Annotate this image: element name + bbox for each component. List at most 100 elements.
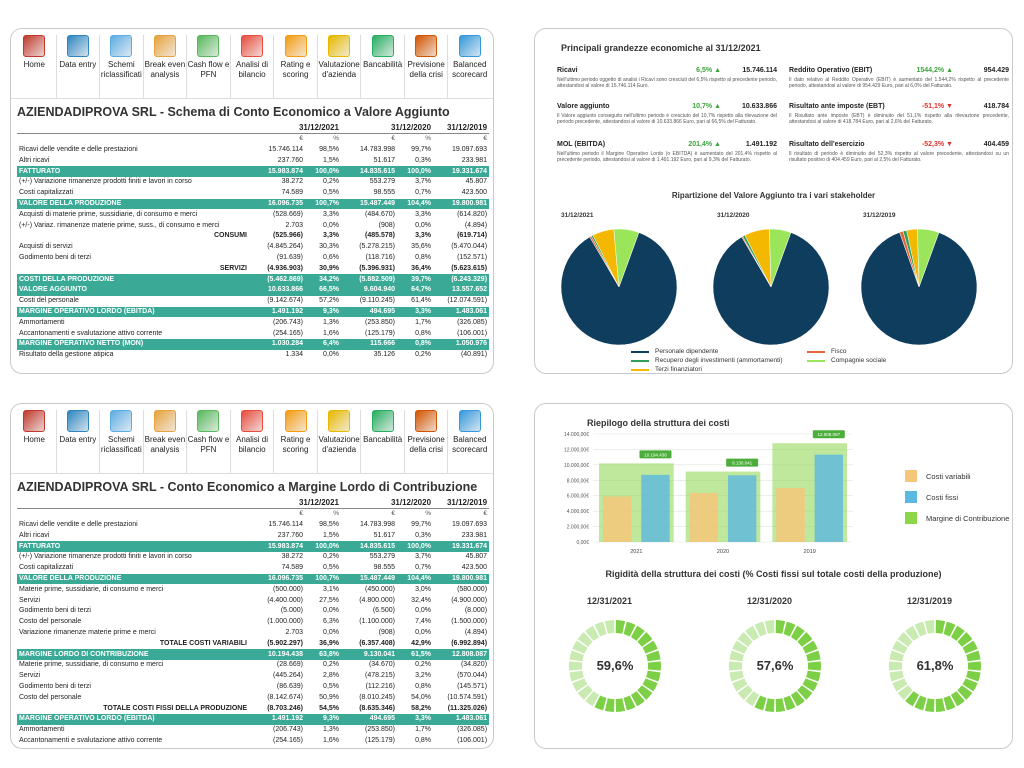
pie-slice-0 bbox=[860, 232, 978, 346]
donut-segment bbox=[646, 650, 661, 662]
header-blank bbox=[17, 123, 249, 135]
unit-label: € bbox=[299, 135, 303, 143]
table-row: MARGINE OPERATIVO LORDO (EBITDA) 1.491.19… bbox=[17, 713, 490, 725]
toolbar-button-rating[interactable]: Rating e scoring bbox=[274, 410, 318, 473]
cell-value: 1.334 bbox=[285, 351, 303, 359]
toolbar-button-data-entry[interactable]: Data entry bbox=[57, 410, 101, 473]
cell-value: 99,7% bbox=[411, 520, 432, 528]
cashflow-icon bbox=[197, 410, 220, 432]
cell-value: 1,6% bbox=[323, 329, 340, 337]
cell-value: 34,2% bbox=[305, 274, 342, 285]
cell-value: (125.179) bbox=[365, 736, 396, 744]
value-label-box bbox=[639, 450, 672, 459]
data-entry-icon bbox=[66, 35, 89, 57]
table-row: Acquisti di materie prime, sussidiarie, … bbox=[17, 209, 489, 220]
value-added-pies bbox=[560, 228, 978, 346]
cell-value: 15.983.874 bbox=[249, 166, 305, 177]
bar-costi-variabili bbox=[689, 492, 719, 542]
toolbar-button-cashflow[interactable]: Cash flow e PFN bbox=[187, 410, 231, 473]
donut-segment bbox=[732, 678, 748, 692]
toolbar-button-forecast[interactable]: Previsione della crisi bbox=[405, 35, 449, 98]
toolbar-button-analysis[interactable]: Analisi di bilancio bbox=[231, 35, 275, 98]
schemes-icon bbox=[110, 410, 133, 432]
pie-label-2020: 31/12/2020 bbox=[717, 212, 750, 219]
toolbar-button-scale[interactable]: Break even analysis bbox=[144, 410, 188, 473]
cell-value: 0,2% bbox=[323, 553, 340, 561]
table-row: (+/-) Variazione rimanenze prodotti fini… bbox=[17, 177, 489, 188]
cell-value: (9.110.245) bbox=[359, 297, 396, 305]
toolbar-button-data-entry[interactable]: Data entry bbox=[57, 35, 101, 98]
kpi-value: 404.459 bbox=[983, 141, 1009, 148]
cell-value: 13.557.652 bbox=[433, 284, 490, 296]
donut-segment bbox=[630, 691, 645, 707]
pie-legend-item: Personale dipendente bbox=[631, 348, 718, 355]
row-label: (+/-) Variazione rimanenze prodotti fini… bbox=[19, 178, 192, 186]
toolbar-button-rating[interactable]: Rating e scoring bbox=[274, 35, 318, 98]
cell-value: (4.936.903) bbox=[267, 264, 303, 272]
donut-segment bbox=[897, 685, 913, 700]
cell-value: 14.783.998 bbox=[359, 520, 396, 528]
cell-value: 3,3% bbox=[323, 232, 340, 240]
cell-value: (206.743) bbox=[273, 318, 303, 326]
kpi-title: Principali grandezze economiche al 31/12… bbox=[561, 43, 761, 53]
cell-value: 494.695 bbox=[341, 306, 398, 318]
home-icon bbox=[23, 410, 46, 432]
toolbar-button-valuation[interactable]: Valutazione d'azienda bbox=[318, 410, 362, 473]
kpi-change: 201,4% ▲ bbox=[688, 141, 721, 148]
donut-segment bbox=[962, 678, 978, 692]
cell-value: (6.500) bbox=[372, 607, 396, 615]
cell-value: 0,8% bbox=[415, 329, 432, 337]
toolbar-button-scorecard[interactable]: Balanced scorecard bbox=[448, 410, 491, 473]
cell-value: 19.097.693 bbox=[451, 520, 488, 528]
toolbar-button-home[interactable]: Home bbox=[13, 410, 57, 473]
cell-value: 553.279 bbox=[369, 178, 396, 186]
cell-value: (106.001) bbox=[457, 736, 488, 744]
toolbar-button-forecast[interactable]: Previsione della crisi bbox=[405, 410, 449, 473]
cell-value: (118.716) bbox=[365, 253, 396, 261]
kpi-name: Ricavi bbox=[557, 67, 578, 74]
y-tick-label: 12.000,00€ bbox=[564, 447, 589, 453]
toolbar-button-cashflow[interactable]: Cash flow e PFN bbox=[187, 35, 231, 98]
table-row: Accantonamenti e svalutazione attivo cor… bbox=[17, 736, 489, 747]
cell-value: (152.571) bbox=[457, 253, 488, 261]
toolbar-button-valuation[interactable]: Valutazione d'azienda bbox=[318, 35, 362, 98]
toolbar-button-analysis[interactable]: Analisi di bilancio bbox=[231, 410, 275, 473]
row-label: CONSUMI bbox=[213, 232, 247, 240]
row-label: TOTALE COSTI VARIABILI bbox=[159, 639, 247, 647]
donut-segment bbox=[585, 625, 600, 641]
cell-value: (326.085) bbox=[457, 726, 488, 734]
kpi-change: 10,7% ▲ bbox=[692, 103, 721, 110]
donut-segment bbox=[935, 698, 946, 712]
row-label: Accantonamenti e svalutazione attivo cor… bbox=[19, 329, 163, 337]
row-label: Ammortamenti bbox=[19, 726, 65, 734]
donut-segment bbox=[889, 670, 904, 682]
legend-label: Recupero degli investimenti (ammortament… bbox=[655, 357, 783, 364]
kpi-name: Valore aggiunto bbox=[557, 103, 610, 110]
cell-value: 0,0% bbox=[323, 351, 340, 359]
y-tick-label: 0,00€ bbox=[576, 540, 589, 546]
analysis-icon bbox=[241, 410, 263, 432]
toolbar-button-schemes[interactable]: Schemi riclassificati bbox=[100, 410, 144, 473]
donut-segment bbox=[943, 621, 956, 637]
toolbar-button-schemes[interactable]: Schemi riclassificati bbox=[100, 35, 144, 98]
cell-value: 423.500 bbox=[461, 564, 488, 572]
toolbar-button-label: Data entry bbox=[59, 60, 97, 69]
toolbar-button-bank[interactable]: Bancabilità bbox=[361, 35, 405, 98]
toolbar-button-bank[interactable]: Bancabilità bbox=[361, 410, 405, 473]
toolbar-button-home[interactable]: Home bbox=[13, 35, 57, 98]
cell-value: 0,0% bbox=[415, 628, 432, 636]
toolbar-button-scale[interactable]: Break even analysis bbox=[144, 35, 188, 98]
kpi-item: Valore aggiunto 10,7% ▲ 10.633.866 Il Valor… bbox=[557, 103, 777, 125]
bar-legend-item: Margine di Contribuzione bbox=[905, 512, 1009, 524]
donut-segment bbox=[783, 621, 796, 637]
toolbar-button-scorecard[interactable]: Balanced scorecard bbox=[448, 35, 491, 98]
cell-value: (570.044) bbox=[457, 672, 488, 680]
cell-value: 100,0% bbox=[305, 541, 342, 552]
donut-segment bbox=[802, 640, 818, 654]
cell-value: (145.571) bbox=[457, 682, 488, 690]
cell-value: (34.670) bbox=[368, 661, 396, 669]
cell-value: 1,6% bbox=[323, 736, 340, 744]
cell-value: 63,8% bbox=[305, 649, 342, 660]
cell-value: 0,6% bbox=[323, 253, 340, 261]
toolbar-button-label: Schemi riclassificati bbox=[100, 60, 142, 79]
